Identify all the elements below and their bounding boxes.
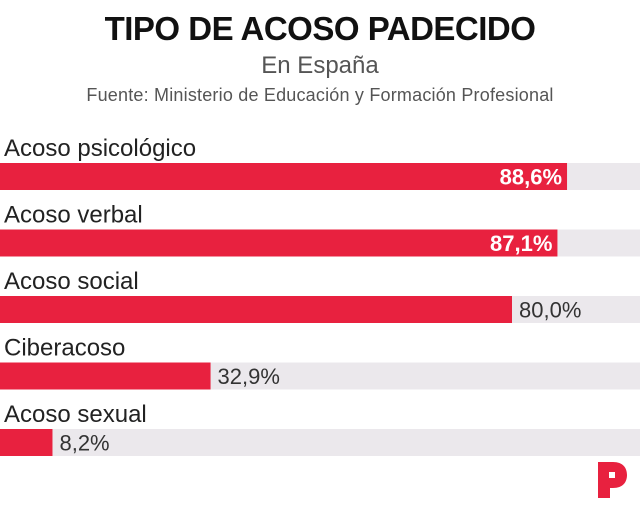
category-label: Ciberacoso	[4, 335, 125, 362]
bar	[0, 229, 558, 257]
data-label: 88,6%	[500, 165, 562, 190]
bar	[0, 429, 53, 456]
category-label: Acoso sexual	[4, 401, 147, 428]
data-label: 87,1%	[490, 231, 552, 256]
data-label: 80,0%	[519, 298, 581, 323]
bar-track	[0, 429, 640, 456]
data-label: 32,9%	[218, 364, 280, 389]
chart-title: TIPO DE ACOSO PADECIDO	[104, 10, 536, 47]
category-label: Acoso psicológico	[4, 135, 196, 162]
data-label: 8,2%	[59, 431, 109, 456]
bar	[0, 296, 512, 323]
chart-subtitle: En España	[261, 52, 379, 79]
bar	[0, 362, 211, 390]
chart-source: Fuente: Ministerio de Educación y Formac…	[86, 85, 554, 105]
bar	[0, 163, 568, 190]
category-label: Acoso verbal	[4, 202, 143, 229]
p-brand-logo-icon	[594, 460, 628, 505]
category-label: Acoso social	[4, 268, 139, 295]
